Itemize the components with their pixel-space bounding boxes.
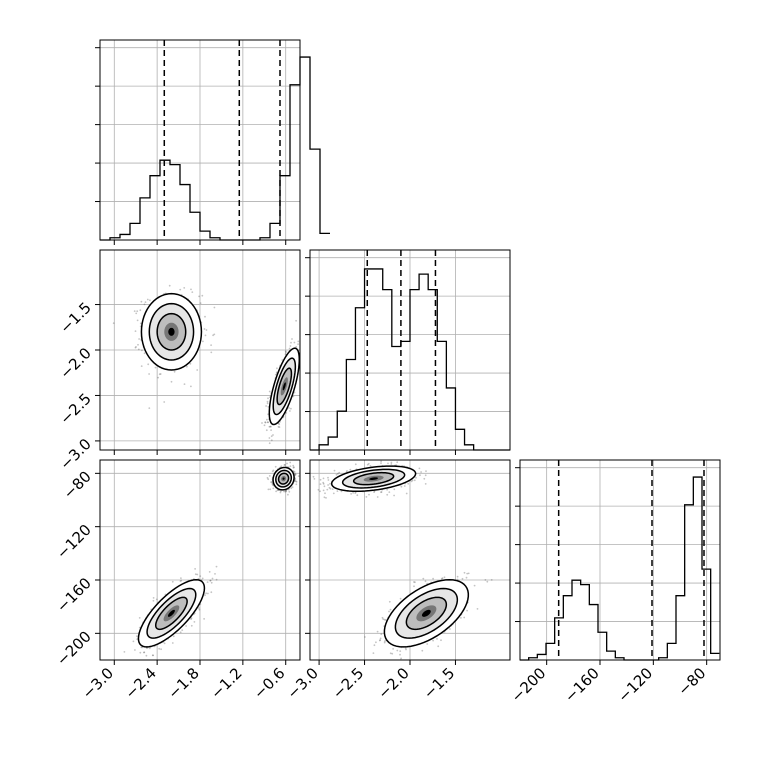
scatter-yz-density-1: [421, 609, 431, 617]
hist-z-xtick-label: −200: [508, 664, 550, 706]
scatter-xz-frame: [99, 459, 301, 661]
panel-scatter-xz: −3.0 −2.4 −1.8 −1.2 −0.6 −200 −160 −120 −80: [53, 459, 301, 703]
scatter-xz-ytick-label: −120: [53, 521, 95, 563]
scatter-xy-ytick-label: −3.0: [56, 435, 94, 473]
hist-x-histogram: [100, 56, 330, 241]
hist-y-histogram: [310, 268, 510, 451]
scatter-xz-plot-area: [123, 461, 300, 657]
scatter-xy-density-0: [168, 327, 175, 336]
scatter-xz-contour-1: [277, 472, 290, 485]
scatter-xz-xtick-label: −2.4: [121, 664, 159, 702]
panel-scatter-yz: −3.0 −2.5 −2.0 −1.5: [283, 459, 511, 703]
scatter-xz-ytick-label: −200: [53, 627, 95, 669]
scatter-xz-xtick-label: −0.6: [250, 664, 288, 702]
scatter-xy-contour-0: [140, 292, 203, 371]
scatter-yz-contour-0: [330, 465, 417, 493]
panel-hist-z: −200 −160 −120 −80: [508, 459, 721, 706]
scatter-xy-contour-1: [276, 367, 293, 406]
scatter-xz-xtick-label: −3.0: [79, 664, 117, 702]
scatter-yz-xtick-label: −2.0: [374, 664, 412, 702]
scatter-xz-contour-0: [154, 596, 188, 631]
scatter-yz-contour-1: [394, 587, 459, 639]
hist-x-frame: [99, 39, 301, 241]
scatter-yz-density-0: [369, 477, 379, 480]
hist-z-xtick-label: −160: [561, 664, 603, 706]
scatter-xy-frame: [99, 249, 301, 451]
scatter-xz-ytick-label: −80: [60, 467, 95, 502]
scatter-xz-contour-1: [272, 466, 295, 491]
scatter-xy-plot-area: [112, 284, 300, 445]
hist-z-frame: [519, 459, 721, 661]
hist-z-histogram: [520, 476, 720, 661]
panel-scatter-xy: −3.0 −2.5 −2.0 −1.5: [56, 249, 301, 474]
scatter-yz-xtick-label: −1.5: [420, 664, 458, 702]
scatter-xy-ytick-label: −2.5: [56, 390, 94, 428]
scatter-xy-contour-0: [156, 312, 187, 351]
hist-y-frame: [309, 249, 511, 451]
scatter-xz-contour-0: [137, 578, 206, 648]
panel-hist-x: [95, 39, 330, 245]
scatter-xy-ytick-label: −1.5: [56, 299, 94, 337]
scatter-xz-ytick-label: −160: [53, 574, 95, 616]
scatter-yz-contour-0: [352, 471, 395, 486]
scatter-xz-density-1: [282, 477, 285, 480]
scatter-yz-frame: [309, 459, 511, 661]
scatter-xz-xtick-label: −1.2: [207, 664, 245, 702]
scatter-xy-contour-1: [268, 347, 300, 426]
scatter-xy-density-1: [282, 382, 286, 391]
scatter-yz-contour-1: [405, 596, 448, 631]
scatter-yz-contour-0: [341, 468, 406, 489]
scatter-yz-contour-1: [383, 578, 470, 648]
scatter-xz-xtick-label: −1.8: [164, 664, 202, 702]
scatter-xy-contour-0: [148, 302, 195, 361]
hist-z-xtick-label: −80: [674, 664, 709, 699]
scatter-xz-contour-0: [146, 587, 197, 639]
scatter-yz-xtick-label: −3.0: [283, 664, 321, 702]
hist-z-xtick-label: −120: [614, 664, 656, 706]
scatter-xz-density-0: [167, 609, 175, 617]
scatter-xy-contour-1: [272, 357, 297, 416]
scatter-yz-plot-area: [312, 460, 493, 660]
scatter-xz-contour-1: [275, 469, 293, 488]
panel-hist-y: [305, 249, 511, 455]
scatter-yz-xtick-label: −2.5: [329, 664, 367, 702]
scatter-xy-ytick-label: −2.0: [56, 344, 94, 382]
